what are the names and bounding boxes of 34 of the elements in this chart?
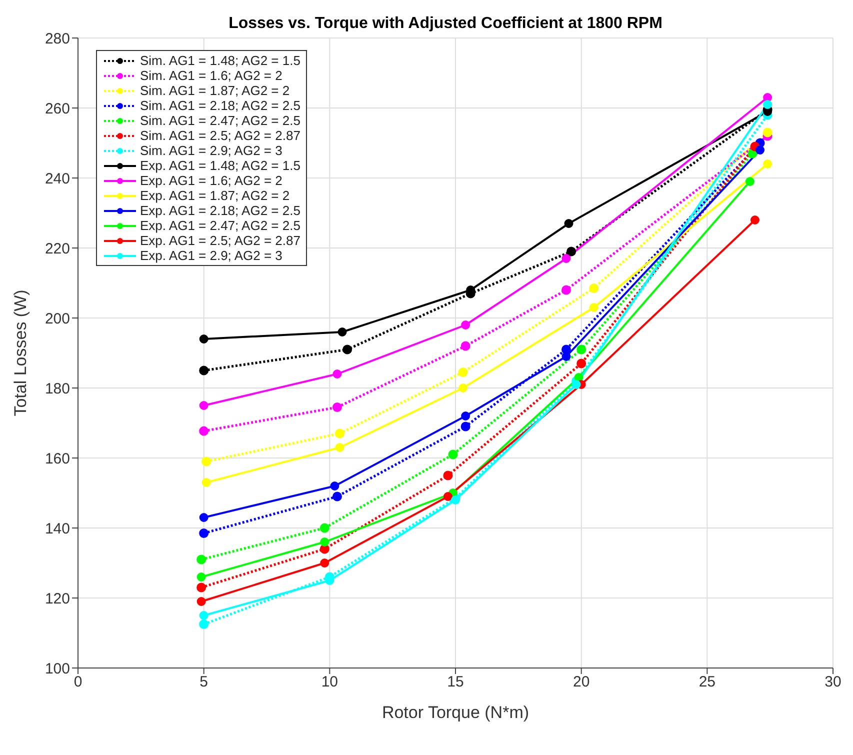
legend-label: Exp. AG1 = 2.18; AG2 = 2.5 [140,203,300,218]
y-tick-label: 180 [44,380,70,398]
y-tick-label: 100 [44,660,70,678]
x-tick-label: 15 [447,674,464,691]
x-tick-label: 25 [698,674,716,691]
legend-label: Exp. AG1 = 2.47; AG2 = 2.5 [140,218,300,233]
y-tick-label: 280 [44,30,70,48]
legend-label: Exp. AG1 = 2.5; AG2 = 2.87 [140,233,300,248]
x-tick-label: 0 [74,674,82,691]
x-tick-label: 5 [200,674,208,691]
y-tick-label: 140 [44,520,70,538]
chart-title: Losses vs. Torque with Adjusted Coefficient at 1800 RPM [228,15,662,32]
legend-label: Sim. AG1 = 1.87; AG2 = 2 [140,83,290,98]
legend-label: Exp. AG1 = 1.6; AG2 = 2 [140,173,282,188]
legend-label: Sim. AG1 = 2.9; AG2 = 3 [140,143,282,158]
y-tick-label: 160 [44,450,70,468]
x-axis-title: Rotor Torque (N*m) [382,703,530,722]
legend-label: Exp. AG1 = 2.9; AG2 = 3 [140,248,282,263]
y-tick-label: 120 [44,590,70,608]
y-tick-label: 220 [44,240,70,258]
x-tick-label: 10 [321,674,338,691]
legend-label: Sim. AG1 = 1.6; AG2 = 2 [140,68,282,83]
y-tick-label: 240 [44,170,70,188]
y-axis-title: Total Losses (W) [11,290,30,416]
legend-label: Sim. AG1 = 2.18; AG2 = 2.5 [140,98,300,113]
legend-label: Exp. AG1 = 1.48; AG2 = 1.5 [140,158,300,173]
legend-label: Sim. AG1 = 1.48; AG2 = 1.5 [140,53,300,68]
legend-label: Sim. AG1 = 2.5; AG2 = 2.87 [140,128,300,143]
x-tick-label: 30 [824,674,842,691]
y-tick-label: 260 [44,100,70,118]
legend-label: Sim. AG1 = 2.47; AG2 = 2.5 [140,113,300,128]
legend-label: Exp. AG1 = 1.87; AG2 = 2 [140,188,290,203]
y-tick-label: 200 [44,310,70,328]
x-tick-label: 20 [572,674,590,691]
